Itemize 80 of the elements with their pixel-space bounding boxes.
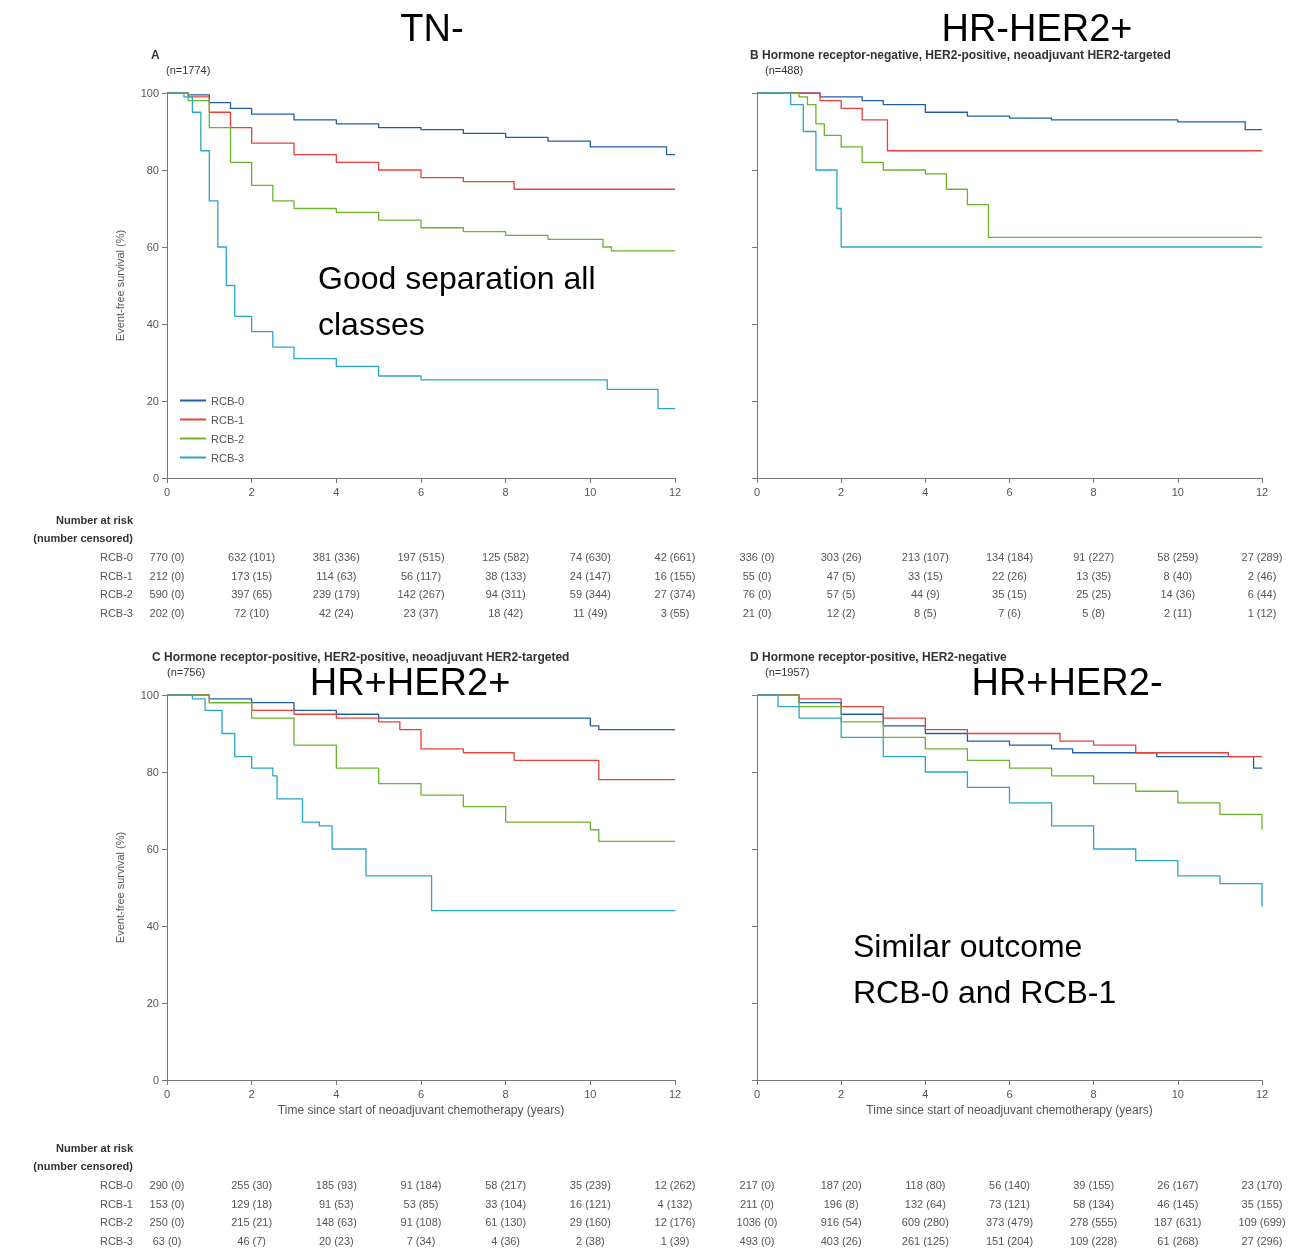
- y-tick-label: 100: [140, 87, 159, 99]
- x-tick-label: 0: [163, 1087, 171, 1100]
- x-axis-title: Time since start of neoadjuvant chemotherapy (years): [277, 1103, 565, 1117]
- x-tick-label: 12: [668, 485, 682, 498]
- x-tick-label: 6: [417, 1087, 425, 1100]
- text: RCB-3 202 (0) 72 (10) 42 (24) 23 (37) 18 (42) 11 (49) 3 (55): [99, 606, 690, 619]
- text: (n=1774): [166, 63, 211, 76]
- y-tick-label: 40: [146, 318, 159, 330]
- y-tick-label: 80: [146, 164, 159, 176]
- text: RCB-2 250 (0) 215 (21) 148 (63) 91 (108) 61 (130) 29 (160) 12 (176): [99, 1216, 696, 1228]
- x-tick-label: 0: [753, 485, 761, 498]
- x-tick-label: 12: [1255, 485, 1269, 498]
- x-tick-label: 8: [502, 1087, 509, 1100]
- annotation: Good separation all classes: [318, 260, 605, 342]
- chart-subtitle: C Hormone receptor-positive, HER2-positive, neoadjuvant HER2-targeted: [152, 650, 570, 664]
- text: 217 (0) 187 (20) 118 (80) 56 (140) 39 (155) 26 (167) 23 (170): [739, 1179, 1283, 1191]
- x-tick-label: 4: [333, 485, 340, 498]
- y-tick-label: 20: [146, 997, 159, 1009]
- y-tick-label: 60: [146, 843, 159, 855]
- x-tick-label: 6: [1006, 485, 1013, 498]
- text: 493 (0) 403 (26) 261 (125) 151 (204) 109 (228) 61 (268) 27 (296): [739, 1234, 1283, 1247]
- text: (n=1957): [765, 665, 810, 678]
- y-axis-title: Event-free survival (%): [113, 229, 126, 342]
- x-tick-label: 6: [1006, 1087, 1013, 1100]
- y-tick-label: 60: [146, 241, 159, 253]
- text: (n=756): [167, 665, 206, 678]
- x-tick-label: 4: [333, 1087, 340, 1100]
- text: Number at risk: [55, 1142, 134, 1154]
- text: RCB-3 63 (0) 46 (7) 20 (23) 7 (34) 4 (36) 2 (38) 1 (39): [99, 1234, 690, 1247]
- x-tick-label: 10: [584, 1087, 597, 1100]
- x-tick-label: 0: [163, 485, 171, 498]
- x-tick-label: 12: [1255, 1087, 1269, 1100]
- chart-subtitle: A: [151, 48, 160, 62]
- text: RCB-0 770 (0) 632 (101) 381 (336) 197 (515) 125 (582) 74 (630) 42 (661): [99, 551, 696, 563]
- legend-label: RCB-3: [211, 451, 245, 464]
- text: 55 (0) 47 (5) 33 (15) 22 (26) 13 (35) 8 (40) 2 (46): [742, 569, 1277, 582]
- text: 336 (0) 303 (26) 213 (107) 134 (184) 91 (227) 58 (259) 27 (289): [739, 551, 1283, 563]
- x-tick-label: 4: [922, 1087, 929, 1100]
- x-tick-label: 10: [1171, 1087, 1184, 1100]
- annotation: Similar outcome RCB-0 and RCB-1: [853, 928, 1117, 1010]
- text: (number censored): [33, 1160, 134, 1172]
- x-tick-label: 6: [417, 485, 425, 498]
- legend-label: RCB-2: [211, 432, 245, 445]
- text: 1036 (0) 916 (54) 609 (280) 373 (479) 278 (555) 187 (631) 109 (699): [736, 1216, 1286, 1228]
- y-tick-label: 40: [146, 920, 159, 932]
- chart-subtitle: D Hormone receptor-positive, HER2-negative: [750, 650, 1008, 664]
- text: 76 (0) 57 (5) 44 (9) 35 (15) 25 (25) 14 (36) 6 (44): [742, 588, 1277, 600]
- x-tick-label: 0: [753, 1087, 761, 1100]
- text: 21 (0) 12 (2) 8 (5) 7 (6) 5 (8) 2 (11) 1 (12): [742, 606, 1277, 619]
- legend-label: RCB-1: [211, 413, 245, 426]
- x-tick-label: 10: [584, 485, 597, 498]
- legend-label: RCB-0: [211, 394, 245, 407]
- text: RCB-1 153 (0) 129 (18) 91 (53) 53 (85) 33 (104) 16 (121) 4 (132): [99, 1197, 693, 1210]
- y-tick-label: 0: [152, 1074, 159, 1086]
- chart-title: TN-: [400, 7, 464, 49]
- y-tick-label: 20: [146, 395, 159, 407]
- text: Number at risk: [55, 514, 134, 526]
- text: (n=488): [765, 63, 804, 76]
- y-tick-label: 0: [152, 472, 159, 484]
- chart-title: HR-HER2+: [941, 7, 1133, 49]
- text: RCB-0 290 (0) 255 (30) 185 (93) 91 (184) 58 (217) 35 (239) 12 (262): [99, 1179, 696, 1191]
- y-tick-label: 80: [146, 766, 159, 778]
- text: 211 (0) 196 (8) 132 (64) 73 (121) 58 (134) 46 (145) 35 (155): [739, 1197, 1283, 1210]
- x-tick-label: 4: [922, 485, 929, 498]
- x-tick-label: 10: [1171, 485, 1184, 498]
- x-tick-label: 8: [502, 485, 509, 498]
- y-axis-title: Event-free survival (%): [113, 831, 126, 944]
- text: RCB-2 590 (0) 397 (65) 239 (179) 142 (267) 94 (311) 59 (344) 27 (374): [99, 588, 696, 600]
- x-tick-label: 2: [248, 485, 255, 498]
- x-tick-label: 8: [1090, 485, 1097, 498]
- x-tick-label: 2: [838, 1087, 845, 1100]
- text: RCB-1 212 (0) 173 (15) 114 (63) 56 (117) 38 (133) 24 (147) 16 (155): [99, 569, 696, 582]
- x-tick-label: 2: [248, 1087, 255, 1100]
- x-axis-title: Time since start of neoadjuvant chemotherapy (years): [866, 1103, 1153, 1117]
- text: (number censored): [33, 532, 134, 544]
- x-tick-label: 2: [838, 485, 845, 498]
- x-tick-label: 8: [1090, 1087, 1097, 1100]
- chart-subtitle: B Hormone receptor-negative, HER2-positive, neoadjuvant HER2-targeted: [750, 48, 1171, 62]
- x-tick-label: 12: [668, 1087, 682, 1100]
- y-tick-label: 100: [140, 689, 159, 701]
